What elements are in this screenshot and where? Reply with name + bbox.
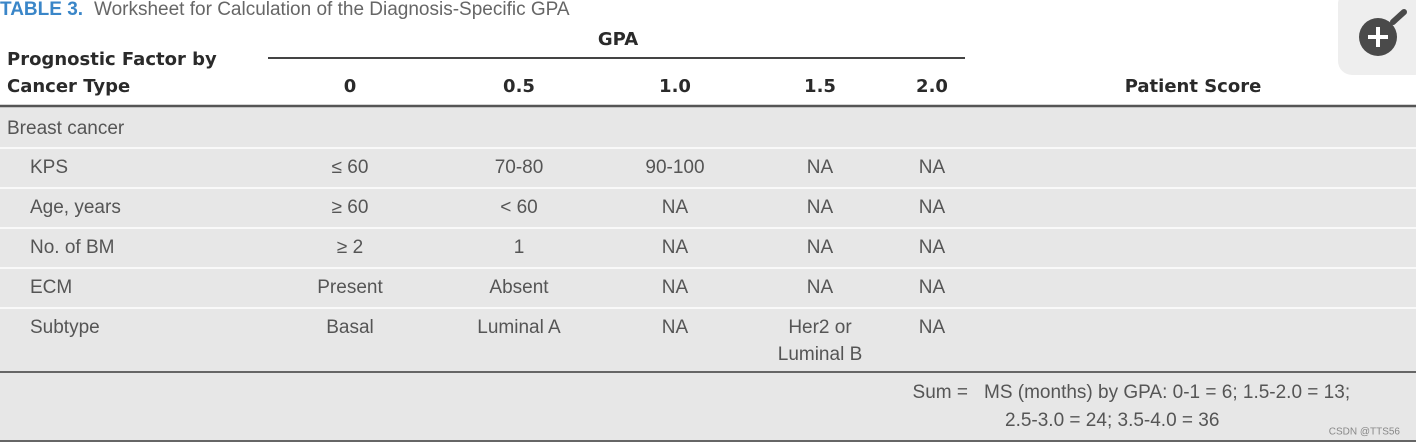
row-cell: NA [662, 277, 689, 298]
row-cell: NA [662, 197, 689, 218]
row-cell: Basal [326, 317, 374, 338]
row-cell: NA [807, 197, 834, 218]
row-cell: NA [919, 237, 946, 258]
gpa-column-header: 0 [344, 76, 357, 97]
zoom-icon[interactable] [1338, 0, 1416, 75]
row-cell: NA [919, 157, 946, 178]
row-cell: Luminal A [477, 317, 561, 338]
sum-label: Sum = [913, 382, 968, 403]
row-cell: Luminal B [778, 344, 863, 365]
row-cell: ≥ 60 [332, 197, 369, 218]
sum-note: MS (months) by GPA: 0-1 = 6; 1.5-2.0 = 1… [984, 382, 1350, 403]
row-cell: Her2 or [788, 317, 852, 338]
row-cell: NA [919, 317, 946, 338]
row-cell: 70-80 [495, 157, 544, 178]
sum-note: 2.5-3.0 = 24; 3.5-4.0 = 36 [1005, 410, 1219, 431]
row-cell: NA [807, 157, 834, 178]
row-factor: Age, years [30, 197, 121, 218]
row-cell: 90-100 [645, 157, 704, 178]
watermark: CSDN @TTS56 [1329, 427, 1401, 438]
gpa-column-header: 2.0 [916, 76, 948, 97]
row-cell: NA [919, 197, 946, 218]
row-cell: Absent [489, 277, 549, 298]
title-label: TABLE 3. [0, 0, 83, 20]
factor-header: Prognostic Factor by [7, 49, 217, 70]
row-cell: NA [807, 277, 834, 298]
row-cell: Present [317, 277, 383, 298]
row-factor: Subtype [30, 317, 100, 338]
row-cell: ≥ 2 [337, 237, 363, 258]
row-cell: NA [919, 277, 946, 298]
gpa-column-header: 1.0 [659, 76, 691, 97]
row-cell: NA [662, 317, 689, 338]
icon-handle [1390, 9, 1407, 25]
row-factor: No. of BM [30, 237, 114, 258]
row-cell: ≤ 60 [332, 157, 369, 178]
row-cell: NA [807, 237, 834, 258]
row-cell: < 60 [500, 197, 538, 218]
gpa-column-header: 0.5 [503, 76, 535, 97]
title-text: Worksheet for Calculation of the Diagnos… [94, 0, 570, 20]
row-cell: 1 [514, 237, 525, 258]
factor-header: Cancer Type [7, 76, 130, 97]
gpa-column-header: 1.5 [804, 76, 836, 97]
gpa-header: GPA [598, 29, 638, 50]
row-cell: NA [662, 237, 689, 258]
row-factor: KPS [30, 157, 68, 178]
table-body-bg [0, 107, 1416, 441]
row-factor: ECM [30, 277, 72, 298]
section-label: Breast cancer [7, 118, 125, 139]
score-header: Patient Score [1125, 76, 1262, 97]
